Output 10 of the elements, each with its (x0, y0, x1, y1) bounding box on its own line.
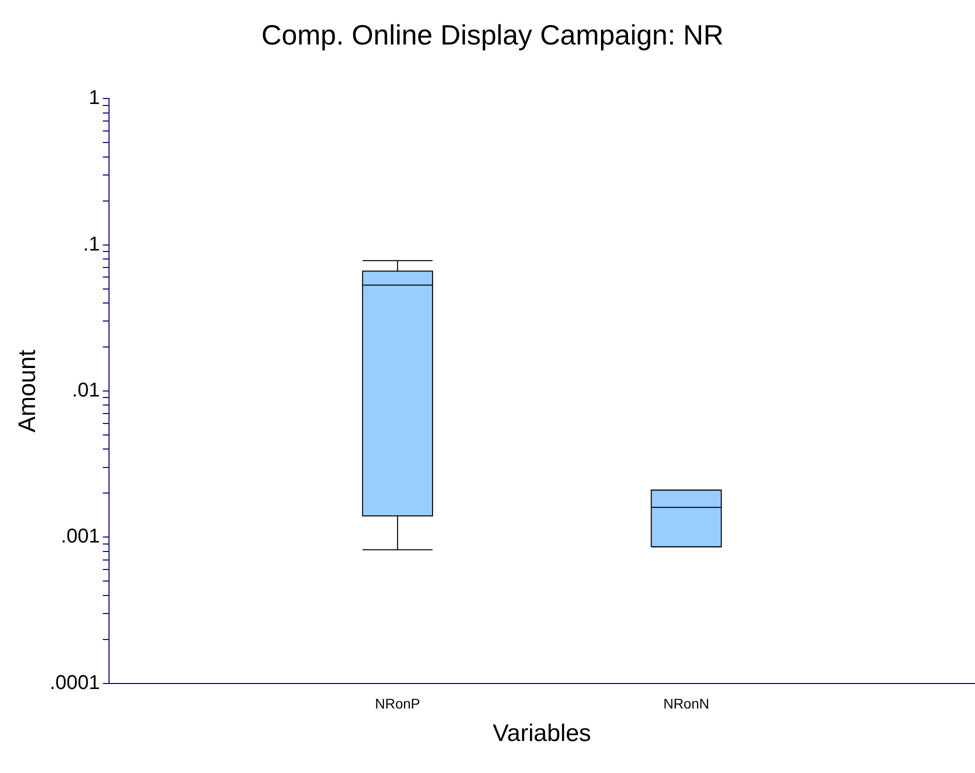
y-tick-label: .001 (60, 526, 100, 548)
x-tick-label: NRonP (374, 696, 420, 712)
y-tick-label: 1 (88, 87, 100, 110)
y-tick-label: .0001 (50, 672, 100, 694)
x-axis-title: Variables (492, 720, 592, 748)
y-tick-label: .1 (83, 233, 100, 256)
y-axis-title: Amount (14, 349, 42, 432)
chart-title: Comp. Online Display Campaign: NR (261, 20, 724, 51)
x-tick-label: NRonN (663, 696, 710, 712)
y-tick-label: .01 (72, 380, 100, 402)
